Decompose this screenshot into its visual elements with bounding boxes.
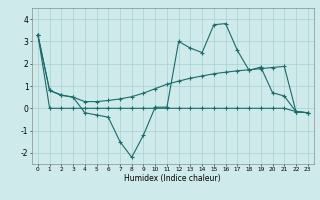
X-axis label: Humidex (Indice chaleur): Humidex (Indice chaleur) [124,174,221,183]
